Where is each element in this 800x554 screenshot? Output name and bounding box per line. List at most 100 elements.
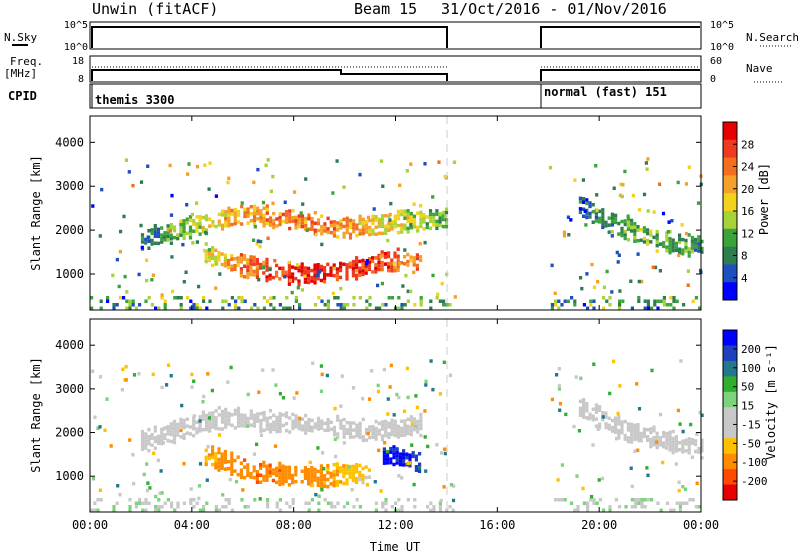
heatmap-cell [128, 303, 132, 307]
heatmap-cell [371, 428, 375, 432]
heatmap-cell [278, 266, 282, 271]
heatmap-cell [389, 450, 393, 454]
x-tick-label: 20:00 [581, 518, 617, 532]
heatmap-cell [348, 232, 353, 237]
heatmap-cell [224, 220, 228, 224]
heatmap-cell [307, 426, 311, 430]
heatmap-cell [176, 236, 180, 241]
heatmap-cell [217, 258, 221, 262]
heatmap-cell [618, 306, 622, 310]
heatmap-cell [246, 268, 250, 273]
heatmap-cell [300, 424, 305, 428]
heatmap-cell [202, 296, 206, 300]
heatmap-cell [574, 375, 578, 379]
heatmap-cell [594, 406, 598, 411]
heatmap-cell [329, 230, 333, 235]
heatmap-cell [332, 480, 336, 484]
heatmap-cell [592, 362, 596, 366]
heatmap-cell [239, 260, 243, 264]
heatmap-cell [585, 405, 589, 409]
heatmap-cell [601, 410, 605, 415]
heatmap-cell [683, 487, 688, 492]
heatmap-cell [365, 483, 369, 487]
heatmap-cell [656, 501, 660, 505]
heatmap-cell [358, 266, 362, 271]
heatmap-cell [361, 228, 365, 232]
heatmap-cell [364, 264, 368, 268]
heatmap-cell [307, 508, 311, 512]
heatmap-cell [304, 427, 308, 432]
heatmap-cell [307, 471, 311, 475]
heatmap-cell [294, 215, 298, 220]
heatmap-cell [166, 425, 170, 429]
heatmap-cell [313, 467, 317, 472]
heatmap-cell [259, 212, 263, 217]
heatmap-cell [339, 404, 343, 408]
heatmap-cell [358, 428, 362, 433]
heatmap-cell [371, 259, 375, 264]
heatmap-cell [668, 444, 672, 449]
heatmap-cell [443, 447, 447, 451]
heatmap-cell [419, 433, 423, 438]
heatmap-cell [252, 452, 257, 456]
heatmap-cell [413, 505, 417, 509]
heatmap-cell [700, 442, 704, 446]
heatmap-cell [697, 249, 701, 253]
heatmap-cell [272, 413, 276, 418]
heatmap-cell [604, 224, 608, 228]
heatmap-cell [252, 218, 257, 223]
heatmap-cell [386, 238, 390, 243]
heatmap-cell [674, 435, 678, 439]
heatmap-cell [418, 452, 422, 456]
heatmap-cell [594, 417, 598, 421]
heatmap-cell [652, 235, 656, 240]
heatmap-cell [224, 505, 228, 509]
heatmap-cell [687, 247, 691, 251]
heatmap-cell [147, 229, 151, 233]
heatmap-cell [323, 484, 327, 489]
heatmap-cell [578, 399, 582, 404]
heatmap-cell [230, 264, 234, 268]
heatmap-cell [419, 221, 423, 225]
heatmap-cell [579, 376, 583, 381]
heatmap-cell [201, 215, 205, 220]
heatmap-cell [687, 165, 691, 169]
heatmap-cell [646, 428, 650, 432]
heatmap-cell [220, 456, 224, 460]
heatmap-cell [342, 428, 346, 432]
heatmap-cell [374, 419, 378, 424]
heatmap-cell [601, 208, 605, 212]
heatmap-cell [296, 224, 300, 229]
heatmap-cell [137, 272, 141, 277]
heatmap-cell [131, 303, 135, 307]
heatmap-cell [432, 219, 436, 224]
heatmap-cell [249, 262, 253, 266]
heatmap-cell [336, 435, 340, 440]
heatmap-cell [677, 480, 681, 484]
heatmap-cell [160, 233, 164, 237]
heatmap-cell [313, 478, 317, 482]
heatmap-cell [687, 447, 691, 452]
heatmap-cell [409, 223, 413, 227]
heatmap-cell [412, 270, 416, 275]
heatmap-cell [348, 435, 353, 439]
heatmap-cell [179, 428, 183, 433]
heatmap-cell [204, 256, 208, 260]
heatmap-cell [167, 363, 171, 367]
heatmap-cell [265, 218, 269, 222]
heatmap-cell [227, 217, 231, 221]
heatmap-cell [402, 456, 406, 460]
heatmap-cell [332, 462, 336, 467]
heatmap-cell [653, 265, 658, 270]
heatmap-cell [339, 426, 343, 430]
heatmap-cell [300, 262, 304, 266]
heatmap-cell [586, 505, 590, 509]
heatmap-cell [601, 215, 605, 219]
heatmap-cell [223, 264, 227, 268]
heatmap-cell [208, 422, 212, 426]
heatmap-cell [633, 449, 637, 454]
heatmap-cell [380, 281, 384, 286]
heatmap-cell [582, 415, 586, 419]
heatmap-cell [602, 306, 606, 310]
heatmap-cell [380, 214, 385, 218]
